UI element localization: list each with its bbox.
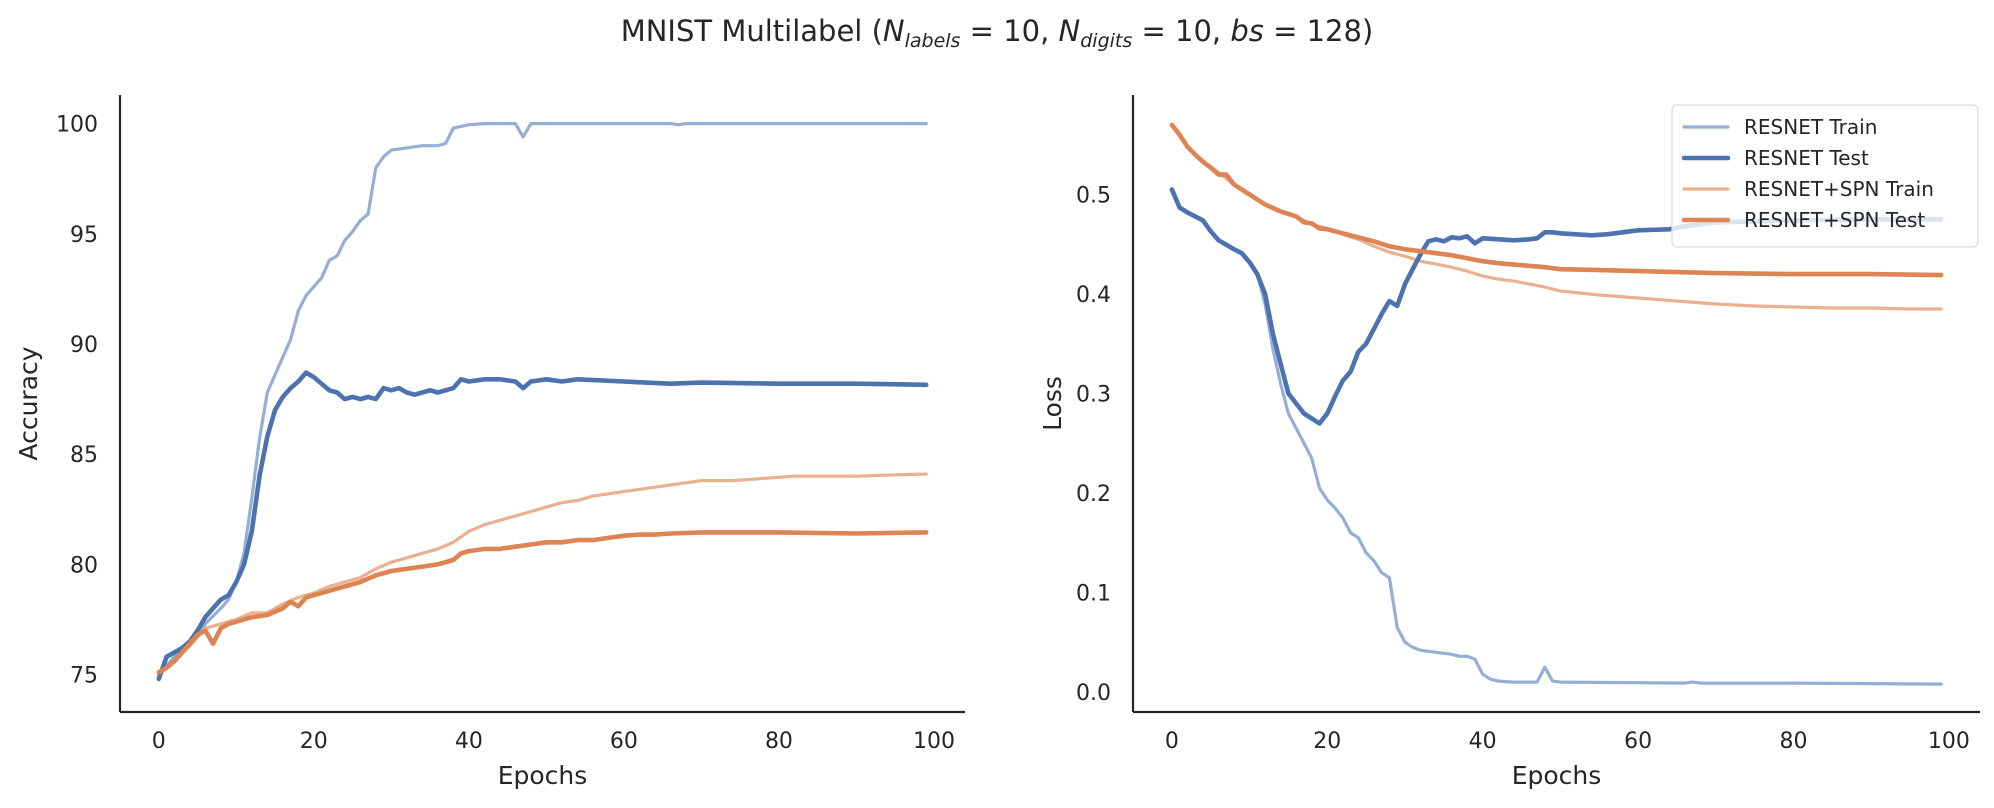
accuracy-x-axis-label: Epochs [498,761,588,790]
loss-y-tick-label: 0.3 [1076,383,1111,408]
loss-x-tick-label: 40 [1469,729,1497,754]
legend-label-resnet-test: RESNET Test [1744,146,1869,170]
loss-line-resnet-train [1170,187,1943,686]
accuracy-x-tick-label: 80 [765,729,793,754]
figure-title: MNIST Multilabel (Nlabels = 10, Ndigits … [621,14,1374,52]
loss-y-tick-label: 0.2 [1076,482,1111,507]
accuracy-y-tick-label: 80 [70,553,98,578]
loss-x-tick-label: 60 [1624,729,1652,754]
loss-x-tick-label: 20 [1313,729,1341,754]
loss-y-tick-label: 0.0 [1076,681,1111,706]
loss-y-tick-label: 0.4 [1076,283,1111,308]
accuracy-y-axis-label: Accuracy [14,346,43,460]
accuracy-chart: 0 20 40 60 80 100 75 80 85 90 95 100 Epochs Accuracy [14,95,965,790]
accuracy-line-spn-test [156,530,929,675]
accuracy-line-resnet-train [157,122,928,677]
accuracy-y-tick-label: 100 [56,113,98,138]
accuracy-x-tick-label: 60 [610,729,638,754]
loss-line-resnet-test [1169,187,1944,426]
legend-label-spn-train: RESNET+SPN Train [1744,177,1934,201]
loss-x-tick-label: 100 [1928,729,1970,754]
legend-label-spn-test: RESNET+SPN Test [1744,208,1925,232]
accuracy-y-tick-label: 90 [70,333,98,358]
accuracy-y-tick-label: 85 [70,443,98,468]
loss-line-spn-test [1169,122,1944,278]
loss-chart: 0 20 40 60 80 100 0.0 0.1 0.2 0.3 0.4 0.5 Epochs Loss… [1038,95,1980,790]
legend-label-resnet-train: RESNET Train [1744,115,1877,139]
legend-frame [1671,104,1979,248]
accuracy-x-tick-label: 100 [913,729,955,754]
accuracy-x-tick-label: 40 [455,729,483,754]
accuracy-y-tick-label: 75 [70,664,98,689]
loss-x-tick-label: 0 [1165,729,1179,754]
loss-y-tick-label: 0.1 [1076,582,1111,607]
loss-x-tick-label: 80 [1780,729,1808,754]
loss-y-axis-label: Loss [1038,376,1067,431]
accuracy-x-tick-label: 20 [300,729,328,754]
loss-y-tick-label: 0.5 [1076,184,1111,209]
accuracy-x-tick-label: 0 [152,729,166,754]
accuracy-line-resnet-test [156,370,929,682]
accuracy-line-spn-train [157,472,928,677]
loss-x-axis-label: Epochs [1512,761,1602,790]
accuracy-y-tick-label: 95 [70,223,98,248]
loss-legend: RESNET Train RESNET Test RESNET+SPN Train R… [1671,104,1979,248]
